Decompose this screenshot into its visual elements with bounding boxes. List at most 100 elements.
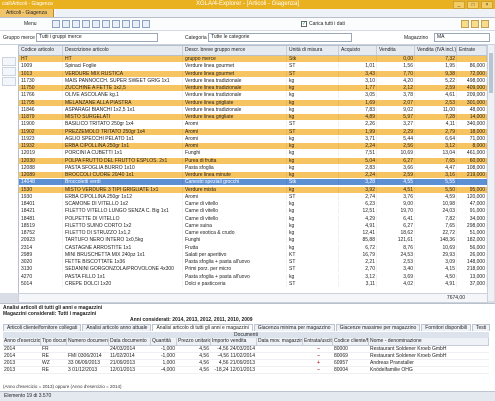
column-header-5[interactable]: Vendita [377, 46, 415, 55]
column-header-7[interactable]: Entrate [457, 46, 487, 55]
documents-column-header-7[interactable]: Data mov. magazzino [258, 338, 303, 345]
settings-icon[interactable] [142, 20, 150, 28]
analysis-tab-6[interactable]: Testi [471, 324, 491, 331]
table-cell: 6,41 [377, 215, 415, 222]
table-row[interactable]: 3130 SEDANINI GORGONZOLA/PROVOLONE 4x300 P… [19, 266, 487, 273]
info-icon[interactable] [471, 20, 479, 28]
categoria-select[interactable]: Tutte le categorie [208, 33, 352, 42]
gruppo-merce-select[interactable]: Tutti i gruppi merce [36, 33, 158, 42]
analysis-tab-2[interactable]: Analisi articolo di tutti gli anni e mag… [152, 324, 253, 331]
table-row[interactable]: 5014 CREPE DOLCI 1x20 Dolci e pasticceria S… [19, 280, 487, 287]
export-icon[interactable] [122, 20, 130, 28]
close-button[interactable]: × [481, 1, 493, 9]
table-row[interactable]: HT HT gruppo merce Stk 0,00 7,32 [19, 56, 487, 62]
magazzino-select[interactable]: MA [434, 33, 490, 42]
scrollbar-thumb[interactable] [489, 53, 493, 93]
column-header-4[interactable]: Acquisto [339, 46, 377, 55]
table-row[interactable]: 11879 MISTO SURGELATI Verdure linea grigli… [19, 114, 487, 120]
minimize-button[interactable]: _ [453, 1, 465, 9]
new-icon[interactable] [52, 20, 60, 28]
save-icon[interactable] [72, 20, 80, 28]
document-cell: RE [42, 353, 49, 359]
analysis-tab-5[interactable]: Fornitori disponibili [421, 324, 471, 331]
analysis-tab-4[interactable]: Giacenze massime per magazzino [335, 324, 421, 331]
table-row[interactable]: 11902 PREZZEMOLO TRITATO 250gr 1x4 Aromi ST… [19, 128, 487, 135]
column-header-2[interactable]: Descr. breve gruppo merce [183, 46, 287, 55]
table-cell: OLIVE ASCOLANE kg.1 [63, 92, 183, 99]
column-header-1[interactable]: Descrizione articolo [63, 46, 183, 55]
open-icon[interactable] [62, 20, 70, 28]
load-all-data-checkbox[interactable]: Carica tutti i dati [301, 20, 345, 28]
table-row[interactable]: 1009 Spinaci Foglie Verdure linea gourmet S… [19, 63, 487, 70]
column-header-0[interactable]: Codice articolo [19, 46, 63, 55]
table-cell: ST [287, 70, 339, 77]
favorites-icon[interactable] [2, 67, 16, 76]
documents-column-header-9[interactable]: Codice cliente/forn. [334, 338, 369, 345]
table-row[interactable]: 18401 SCAMONE DI VITELLO 1x2 Carne di vite… [19, 201, 487, 207]
column-header-6[interactable]: Vendita (IVA incl.) [417, 46, 457, 55]
table-cell: 11900 [19, 121, 63, 128]
documents-column-header-0[interactable]: Anno d'esercizio [4, 338, 41, 345]
search-icon[interactable] [112, 20, 120, 28]
table-row[interactable]: 18421 FILETTO VITELLO LUNGO SENZA C. Big … [19, 208, 487, 215]
documents-column-header-3[interactable]: Data documento [109, 338, 151, 345]
documents-column-header-5[interactable]: Prezzo unitario [178, 338, 211, 345]
layout-icon[interactable] [481, 20, 489, 28]
documents-column-header-10[interactable]: Nome - denominazione [369, 338, 489, 345]
table-row[interactable]: 11766 OLIVE ASCOLANE kg.1 Verdure linea tr… [19, 92, 487, 99]
documents-column-header-8[interactable]: Entrata/uscita [304, 338, 333, 345]
menu-button[interactable]: Menu [24, 21, 37, 27]
table-row[interactable]: 11750 ZUCCHINE A FETTE 1x2,5 Verdure linea… [19, 85, 487, 91]
analysis-tab-0[interactable]: Articoli cliente/fornitore collegati [3, 324, 82, 331]
table-cell: kg [287, 85, 339, 91]
table-cell: ST [287, 259, 339, 265]
table-row[interactable]: 11795 MELANZANE ALLA PIASTRA Verdure linea… [19, 99, 487, 106]
table-row[interactable]: 18752 FILETTO DI STRUZZO 1x1,2 Carne esoti… [19, 230, 487, 236]
table-row[interactable]: 1930 ERBA CIPOLLINA 250gr 1x12 Aromi ST 2,74… [19, 193, 487, 200]
history-icon[interactable] [2, 77, 16, 86]
analysis-tab-3[interactable]: Giacenza minima per magazzino [253, 324, 335, 331]
table-cell: 48,000 [457, 106, 487, 113]
table-row[interactable]: 1530 MISTO VERDURE 3 TIPI GRIGLIATE 1x1 Ve… [19, 186, 487, 193]
table-row[interactable]: 11932 ERBA CIPOLLINA 250gr 1x1 Aromi kg 2,24… [19, 143, 487, 149]
filter-icon[interactable] [102, 20, 110, 28]
print-icon[interactable] [82, 20, 90, 28]
table-row[interactable]: 12030 POLPA FRUTTO DEL FRUTTO ESPLOS. 2x1… [19, 157, 487, 164]
table-cell: HT [63, 56, 183, 62]
documents-column-header-6[interactable]: Importo vendita [211, 338, 257, 345]
refresh-icon[interactable] [92, 20, 100, 28]
chart-icon[interactable] [132, 20, 140, 28]
table-row[interactable]: 11900 BASILICO TRITATO 250gr 1x4 Aromi ST 2,… [19, 121, 487, 128]
table-row[interactable]: 11923 AGLIO SPECCHI PELATO 1x1 Aromi kg 3,71… [19, 135, 487, 142]
table-row[interactable]: 18519 FILETTO SUINO CORTO 1x2 Carne suina k… [19, 222, 487, 229]
document-row[interactable]: 2014 FR 24/03/2014 -1,000 4,56 -4,56 24/03/20… [3, 346, 489, 353]
table-row[interactable]: 12089 BROCCOLI CUORE 20/40 1x1 Verdure lin… [19, 172, 487, 178]
analysis-tab-1[interactable]: Analisi articolo anno attuale [82, 324, 152, 331]
help-icon[interactable] [461, 20, 469, 28]
document-row[interactable]: 2014 RE FMI 0306/2014 11/02/2014 -1,000 4,56 -… [3, 353, 489, 360]
document-row[interactable]: 2013 WZ 33 06/09/2013 21/09/2013 1,000 4,56 4,… [3, 360, 489, 367]
table-row[interactable]: 12019 PORCINI A CUBETTI 1x1 Funghi kg 7,51 10… [19, 150, 487, 157]
status-bar: Elemento 19 di 3.570 [0, 391, 495, 401]
documents-column-header-1[interactable]: Tipo documento [41, 338, 67, 345]
table-row[interactable]: 20923 TARTUFO NERO INTERO 1x0,5kg Funghi kg… [19, 237, 487, 244]
table-row[interactable]: 1013 VERDURE MIX RUSTICA Verdure linea gou… [19, 70, 487, 77]
vertical-scrollbar[interactable] [487, 45, 494, 301]
table-row[interactable]: 11846 ASPARAGI BIANCHI 1x2,5 1x1 Verdure l… [19, 106, 487, 113]
documents-column-header-2[interactable]: Numero documento [68, 338, 109, 345]
maximize-button[interactable]: □ [467, 1, 479, 9]
table-row[interactable]: 11730 MAIS PANNOCCH. SUPER SWEET GRIG 1x1… [19, 77, 487, 84]
navigation-icon[interactable] [2, 57, 16, 66]
column-header-3[interactable]: Unità di misura [287, 46, 339, 55]
table-row[interactable]: 3020 FETTE BISCOTTATE 1x36 Pasta sfoglia +… [19, 259, 487, 265]
table-row[interactable]: 12088 PASTA SFOGLIA BURRO 1x10 Pasta sfogl… [19, 164, 487, 171]
document-row[interactable]: 2013 RE 3 01/12/2013 12/01/2013 -4,000 4,56 -1… [3, 367, 489, 374]
analysis-tabs: Articoli cliente/fornitore collegati Anal… [3, 324, 491, 331]
table-row[interactable]: 18481 POLPETTE DI VITELLO Carne di vitello… [19, 215, 487, 222]
documents-column-header-4[interactable]: Quantità [151, 338, 177, 345]
table-row-selected[interactable]: 14048 Broccoletti verdi Canestri speziali … [19, 179, 487, 186]
table-row[interactable]: 2989 MINI BRUSCHETTA MIX 240pz 1x1 Salati … [19, 251, 487, 258]
table-row[interactable]: 4270 PASTA FILLO 1x1 Pasta sfoglia + pasta… [19, 273, 487, 280]
table-row[interactable]: 2314 CASTAGNE ARROSTITE 1x1 Frutta kg 6,72 8,… [19, 244, 487, 251]
tab-articoli-giagenza[interactable]: Articoli - Giagenza [0, 9, 54, 17]
